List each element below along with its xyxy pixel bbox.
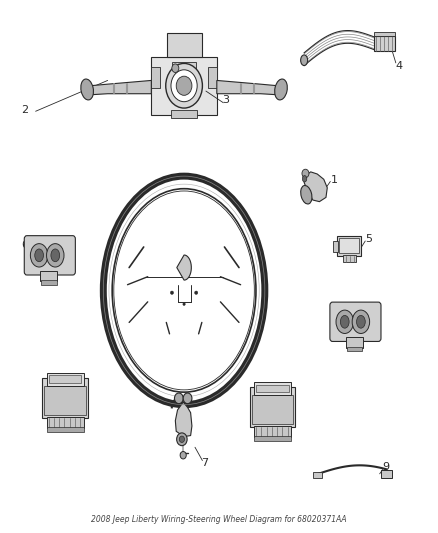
Bar: [256, 384, 289, 392]
Polygon shape: [177, 255, 191, 280]
Ellipse shape: [352, 310, 370, 334]
Text: 6: 6: [21, 240, 28, 250]
Bar: [374, 32, 395, 36]
Bar: [337, 236, 361, 256]
Polygon shape: [166, 322, 202, 368]
Bar: [41, 280, 57, 285]
FancyBboxPatch shape: [330, 302, 381, 342]
Ellipse shape: [176, 76, 192, 95]
Bar: [151, 56, 217, 115]
Polygon shape: [304, 172, 327, 201]
Polygon shape: [144, 247, 224, 285]
Polygon shape: [175, 402, 192, 437]
Text: 3: 3: [222, 94, 229, 104]
Text: 5: 5: [365, 234, 372, 244]
Bar: [250, 387, 295, 427]
Ellipse shape: [166, 63, 202, 108]
Ellipse shape: [171, 70, 197, 102]
Bar: [252, 395, 293, 424]
Ellipse shape: [336, 310, 353, 334]
Bar: [346, 337, 363, 348]
Bar: [254, 426, 291, 437]
Ellipse shape: [30, 244, 48, 267]
Ellipse shape: [302, 169, 309, 177]
Bar: [46, 373, 84, 386]
Ellipse shape: [51, 249, 60, 262]
Bar: [332, 241, 338, 252]
Bar: [46, 417, 84, 427]
Ellipse shape: [177, 433, 187, 446]
Ellipse shape: [300, 55, 307, 66]
Ellipse shape: [194, 291, 198, 294]
Ellipse shape: [46, 244, 64, 267]
Ellipse shape: [302, 175, 307, 182]
Bar: [381, 470, 392, 478]
Ellipse shape: [174, 393, 183, 403]
Bar: [347, 347, 362, 351]
Text: 2008 Jeep Liberty Wiring-Steering Wheel Diagram for 68020371AA: 2008 Jeep Liberty Wiring-Steering Wheel …: [91, 515, 347, 524]
Ellipse shape: [340, 316, 349, 328]
Bar: [171, 110, 197, 118]
Ellipse shape: [275, 79, 287, 100]
Bar: [343, 255, 356, 262]
Text: 7: 7: [201, 458, 208, 468]
Text: 6: 6: [371, 303, 378, 313]
Bar: [44, 386, 86, 415]
Bar: [151, 67, 160, 88]
Ellipse shape: [81, 79, 93, 100]
Polygon shape: [144, 247, 224, 302]
Bar: [313, 472, 321, 478]
Bar: [42, 378, 88, 418]
Text: 8: 8: [58, 418, 65, 429]
Ellipse shape: [114, 191, 254, 390]
Bar: [40, 271, 57, 281]
Ellipse shape: [183, 303, 185, 305]
Ellipse shape: [357, 316, 365, 328]
Ellipse shape: [301, 185, 312, 204]
Bar: [254, 435, 291, 441]
Ellipse shape: [180, 451, 186, 459]
Bar: [208, 67, 217, 88]
Ellipse shape: [179, 436, 184, 442]
Ellipse shape: [115, 192, 254, 389]
Polygon shape: [124, 247, 178, 322]
Polygon shape: [86, 80, 151, 95]
Ellipse shape: [170, 291, 173, 294]
Ellipse shape: [183, 393, 192, 403]
Text: 9: 9: [382, 463, 389, 472]
Bar: [166, 33, 201, 56]
Polygon shape: [191, 247, 245, 322]
Bar: [46, 426, 84, 432]
Bar: [254, 382, 291, 395]
Bar: [49, 375, 81, 383]
Bar: [374, 36, 395, 51]
Ellipse shape: [35, 249, 43, 262]
FancyBboxPatch shape: [24, 236, 75, 275]
Polygon shape: [217, 80, 283, 95]
Ellipse shape: [172, 64, 179, 72]
Text: 2: 2: [21, 104, 28, 115]
Bar: [172, 62, 196, 78]
Text: 1: 1: [330, 175, 337, 185]
Bar: [339, 238, 359, 253]
Text: 8: 8: [265, 427, 272, 438]
Text: 4: 4: [396, 61, 403, 70]
